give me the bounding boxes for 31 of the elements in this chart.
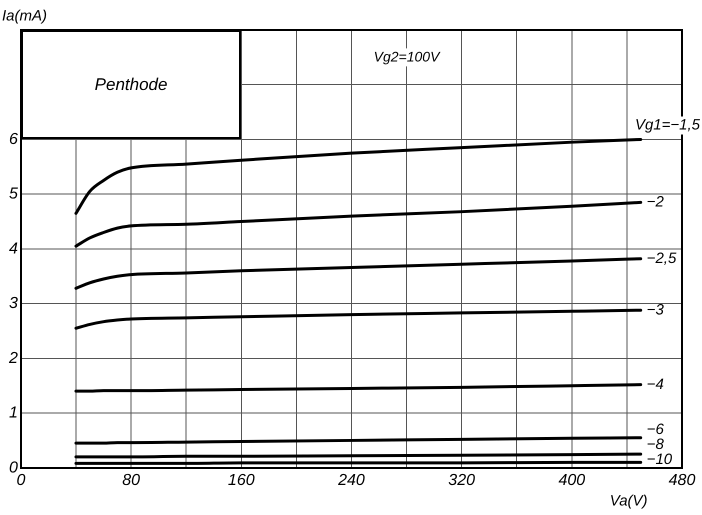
x-tick-label: 480 xyxy=(668,472,696,489)
y-tick-label: 0 xyxy=(8,459,18,476)
annotation: Vg2=100V xyxy=(374,48,442,64)
y-tick-label: 1 xyxy=(8,404,18,422)
line-series xyxy=(74,138,642,215)
series-label: −4 xyxy=(646,376,664,393)
line-series xyxy=(74,383,642,393)
y-axis-title: Ia(mA) xyxy=(2,8,48,25)
line-series xyxy=(74,257,642,290)
x-tick-label: 320 xyxy=(448,472,476,489)
y-tick-label: 5 xyxy=(8,186,18,203)
y-tick-label: 3 xyxy=(8,295,18,312)
note-box: Penthode xyxy=(20,30,242,140)
series-label: −2 xyxy=(646,194,664,211)
y-tick-label: 4 xyxy=(8,240,18,258)
line-series xyxy=(74,200,642,248)
series-label: −3 xyxy=(646,301,664,318)
series-label: −10 xyxy=(646,450,673,468)
series-label: −8 xyxy=(646,436,664,453)
x-tick-label: 80 xyxy=(122,472,140,489)
series-label: −2,5 xyxy=(646,250,677,267)
x-tick-label: 400 xyxy=(558,472,586,489)
x-tick-label: 160 xyxy=(228,472,255,489)
line-series xyxy=(74,308,642,330)
annotation: Penthode xyxy=(94,74,168,95)
series-label: −6 xyxy=(646,420,664,438)
x-tick-label: 240 xyxy=(337,472,365,489)
x-axis-title: Va(V) xyxy=(610,492,648,510)
y-tick-label: 2 xyxy=(8,350,18,367)
y-tick-label: 6 xyxy=(8,130,18,148)
series-label: Vg1=−1,5 xyxy=(634,116,701,134)
